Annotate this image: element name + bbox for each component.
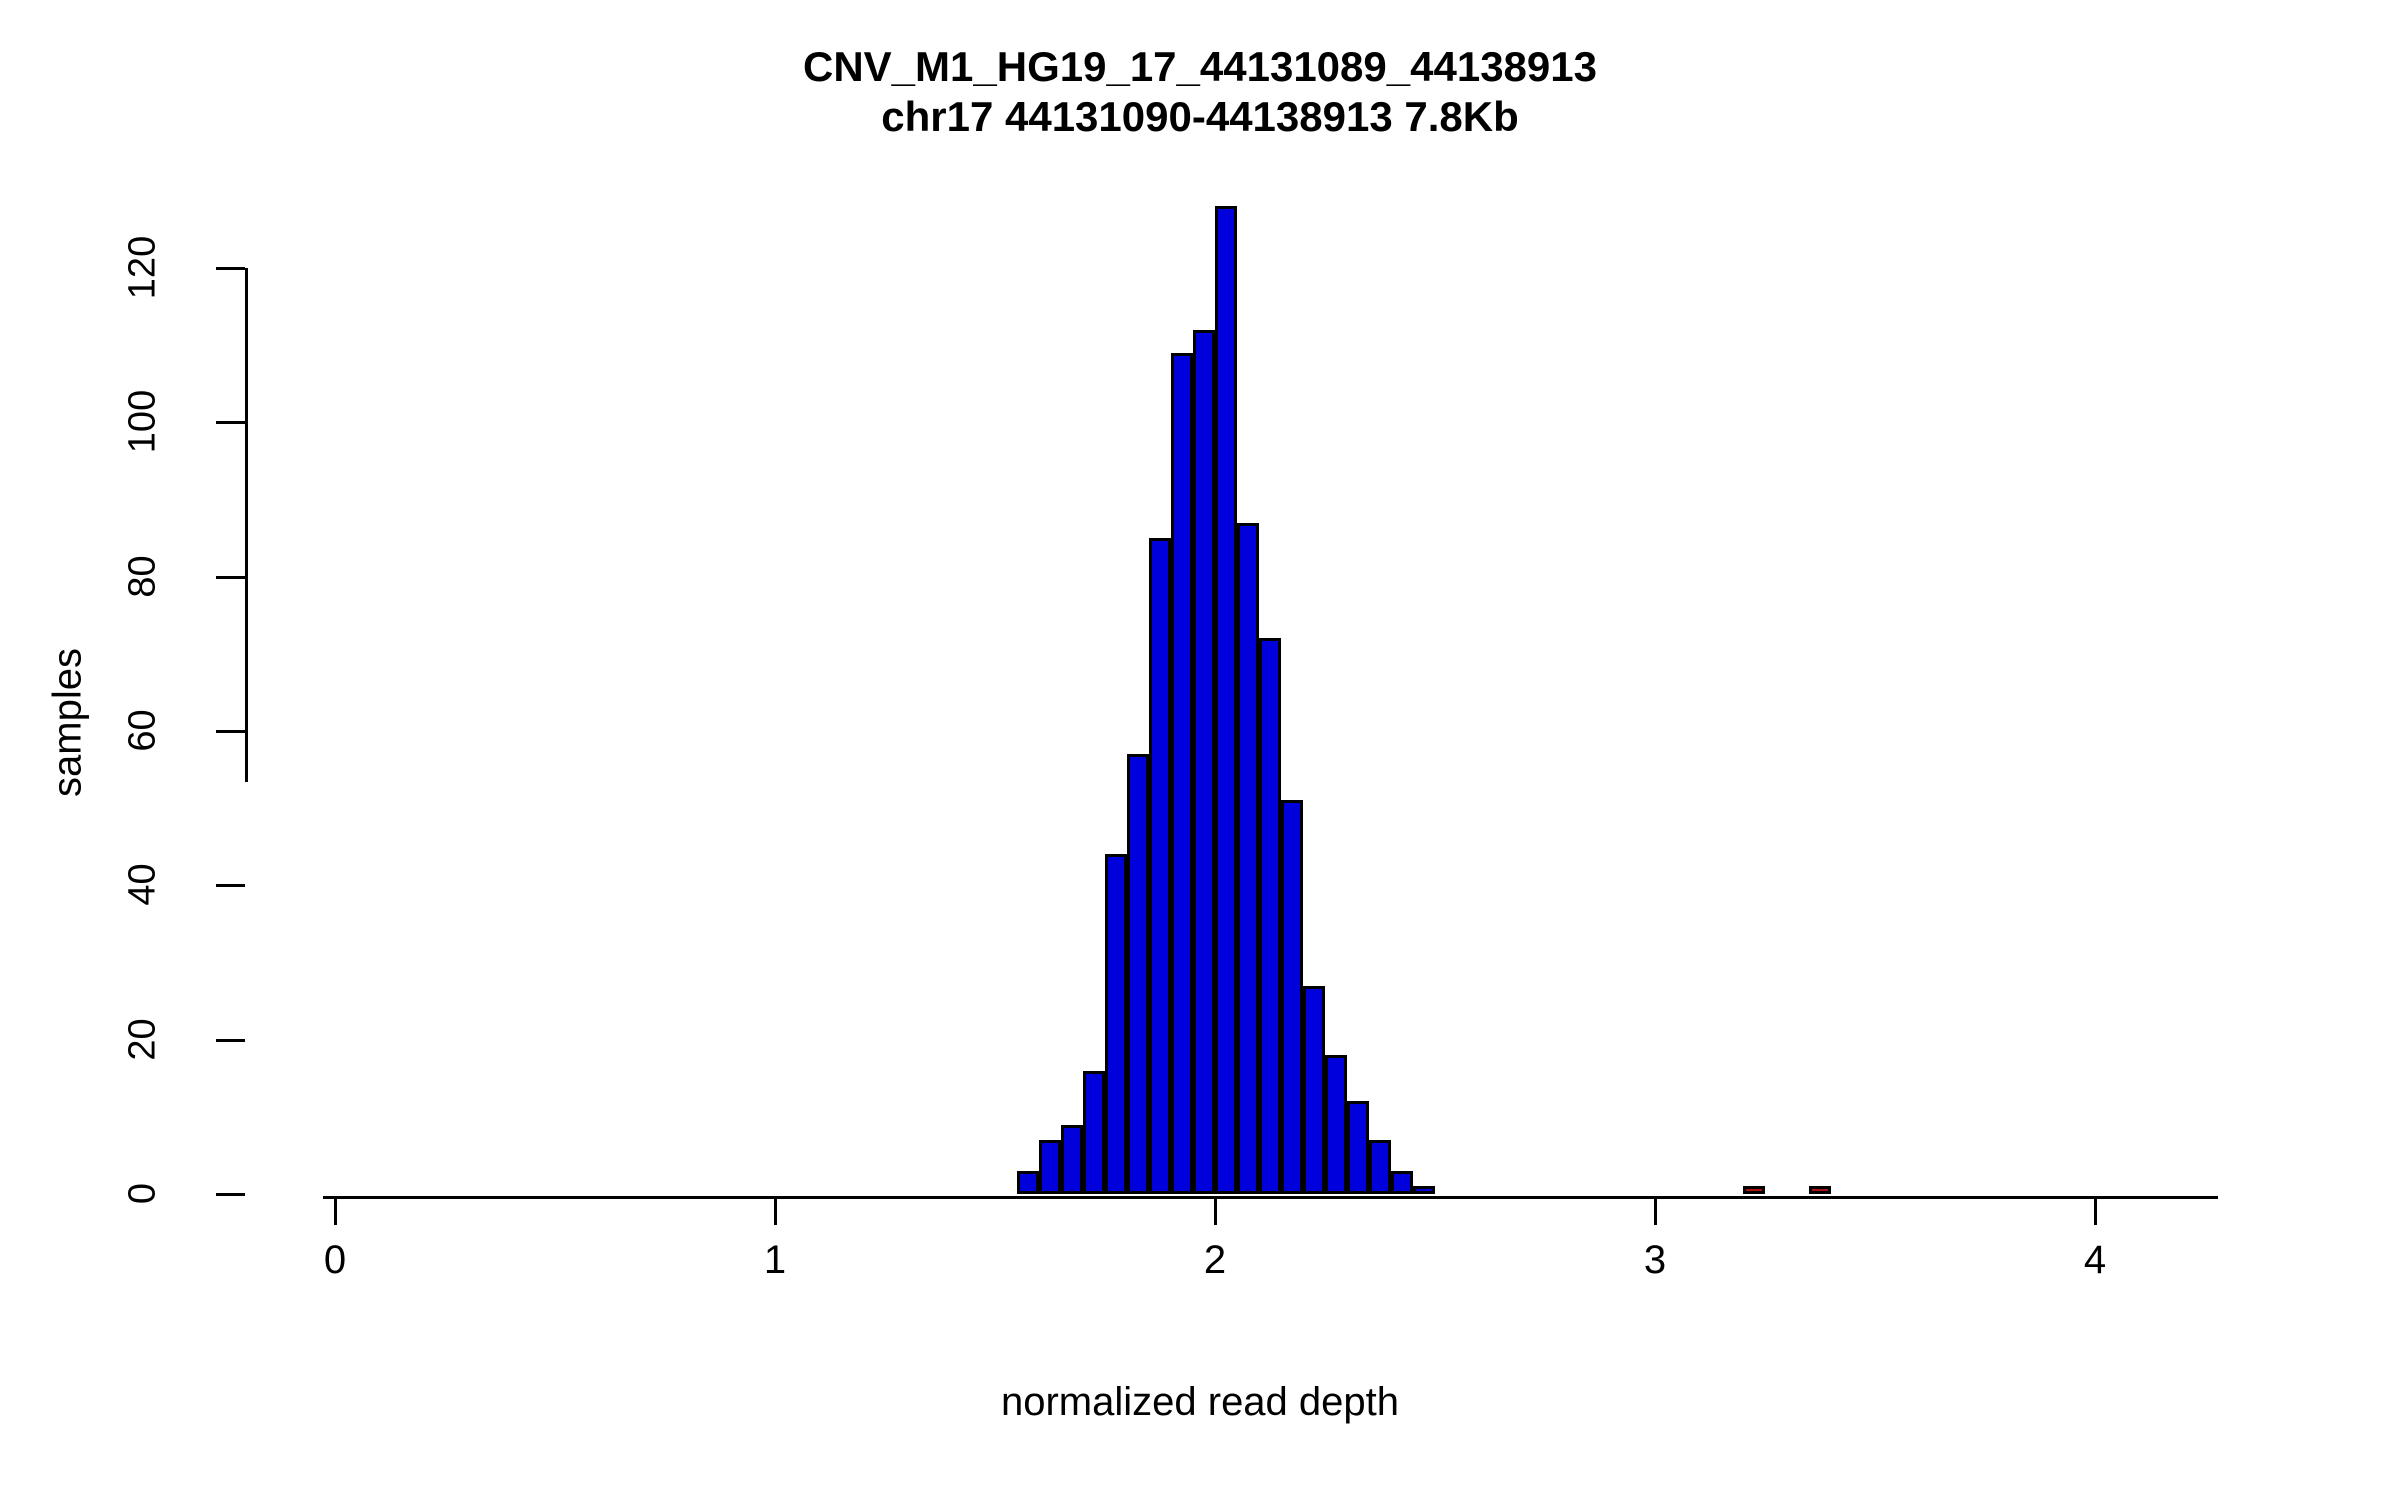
histogram-bar [1061, 1124, 1083, 1194]
y-tick-100 [216, 421, 245, 425]
histogram-bar [1171, 352, 1193, 1194]
histogram-bar [1809, 1186, 1831, 1194]
histogram-bar [1127, 754, 1149, 1194]
x-tick-label-2: 2 [1203, 1238, 1227, 1282]
histogram-bar [1347, 1101, 1369, 1194]
x-axis-line [323, 1196, 2218, 1199]
x-tick-label-4: 4 [2083, 1238, 2107, 1282]
y-tick-20 [216, 1038, 245, 1042]
histogram-bar [1259, 638, 1281, 1194]
x-tick-4 [2094, 1196, 2097, 1225]
histogram-bar [1391, 1170, 1413, 1194]
histogram-bar [1325, 1055, 1347, 1194]
x-tick-label-3: 3 [1643, 1238, 1667, 1282]
x-tick-1 [774, 1196, 777, 1225]
chart-title-line-2: chr17 44131090-44138913 7.8Kb [881, 93, 1519, 140]
y-tick-60 [216, 730, 245, 733]
x-axis-label: normalized read depth [1000, 1380, 1400, 1424]
histogram-bar [1039, 1139, 1061, 1194]
histogram-bar [1369, 1139, 1391, 1194]
x-tick-0 [334, 1196, 337, 1225]
histogram-bar [1413, 1186, 1435, 1194]
y-tick-40 [216, 884, 245, 888]
histogram-bar [1281, 800, 1303, 1194]
x-tick-label-1: 1 [763, 1238, 787, 1282]
y-tick-0 [216, 1193, 245, 1196]
histogram-bar [1743, 1186, 1765, 1194]
y-axis-line [245, 268, 248, 782]
x-tick-label-0: 0 [323, 1238, 347, 1282]
histogram-bar [1149, 538, 1171, 1194]
chart-title-line-1: CNV_M1_HG19_17_44131089_44138913 [803, 43, 1597, 90]
y-tick-80 [216, 575, 245, 579]
histogram-bar [1105, 854, 1127, 1194]
histogram-bar [1215, 206, 1237, 1194]
histogram-bar [1237, 522, 1259, 1194]
histogram-bar [1303, 985, 1325, 1194]
y-axis-label: samples [45, 648, 90, 797]
x-tick-2 [1214, 1196, 1217, 1225]
histogram-bar [1083, 1070, 1105, 1194]
histogram-bar [1017, 1170, 1039, 1194]
histogram-bar [1193, 329, 1215, 1194]
x-tick-3 [1654, 1196, 1657, 1225]
chart-title: CNV_M1_HG19_17_44131089_44138913 chr17 4… [0, 42, 2400, 142]
y-tick-120 [216, 267, 245, 270]
